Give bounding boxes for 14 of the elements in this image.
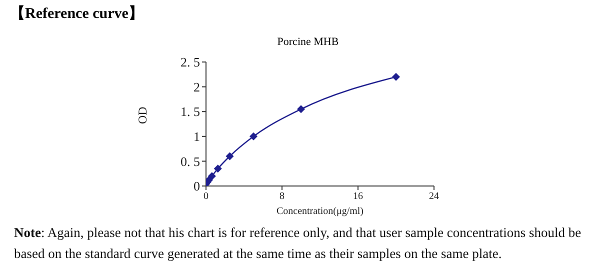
x-tick-label: 0 — [204, 191, 208, 202]
y-tick-label: 2 — [194, 79, 200, 94]
x-tick-label: 8 — [280, 191, 284, 202]
y-axis-title: OD — [135, 106, 150, 124]
x-tick-label: 16 — [353, 191, 363, 202]
y-tick-label: 1. 5 — [180, 104, 200, 120]
text: Note: Again, please not that his chart is for reference only, and that user sample concentrations should be based on the standard curve generated at the same time as their samples on the same plate. — [14, 224, 582, 263]
text: 【Reference curve】 — [10, 4, 144, 23]
chart-subtitle: Porcine MHB — [276, 36, 340, 48]
y-tick-label: 0. 5 — [180, 154, 200, 169]
x-axis-title: Concentration(μg/ml) — [276, 206, 364, 217]
y-tick-label: 2. 5 — [180, 54, 200, 70]
x-tick-label: 24 — [429, 191, 439, 202]
y-tick-label: 1 — [194, 129, 200, 144]
